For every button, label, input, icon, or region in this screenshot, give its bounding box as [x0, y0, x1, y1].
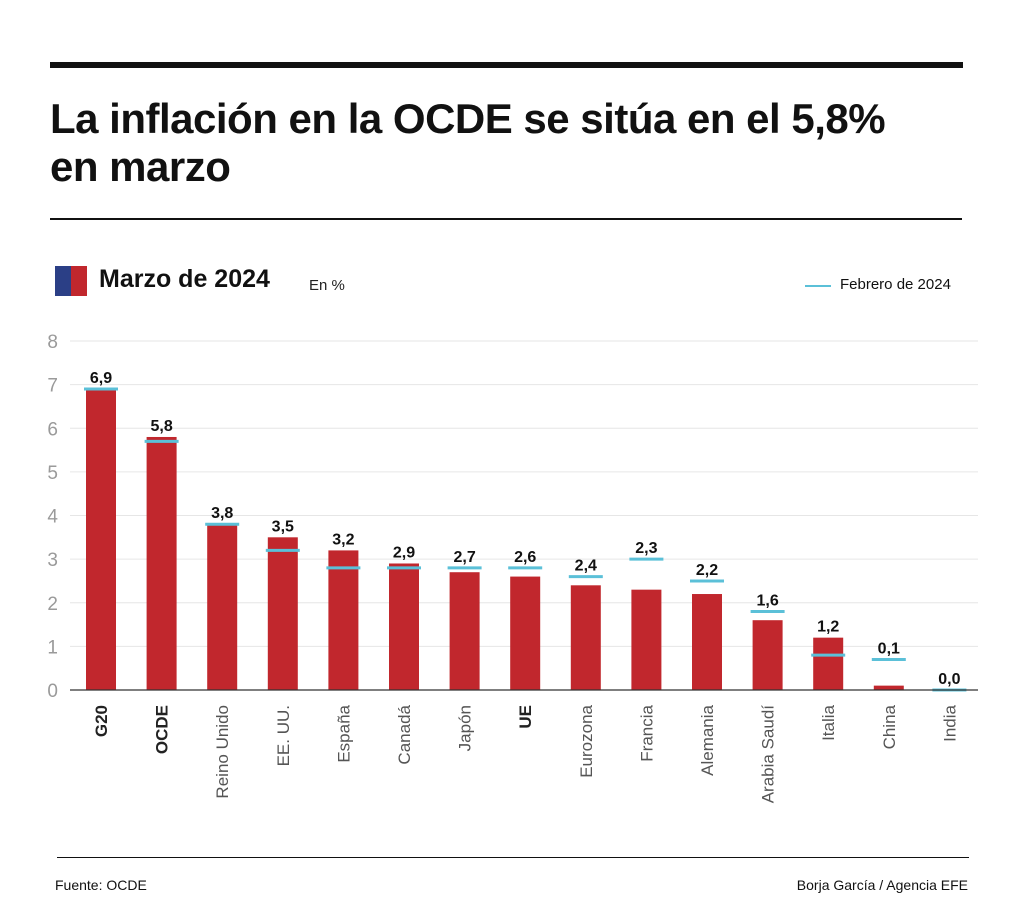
bar	[510, 576, 541, 690]
category-label: OCDE	[153, 705, 172, 754]
y-tick-label: 7	[47, 376, 58, 397]
category-label: Arabia Saudí	[759, 705, 778, 804]
bar	[389, 563, 419, 690]
bar	[207, 524, 238, 690]
bar	[267, 537, 298, 690]
bar	[570, 585, 601, 690]
legend-previous-label: Febrero de 2024	[840, 276, 951, 293]
bar	[631, 589, 662, 690]
data-label: 1,2	[817, 619, 839, 636]
bar	[813, 637, 844, 690]
series-label: Marzo de 2024	[99, 265, 270, 293]
bar	[146, 436, 177, 690]
title-rule	[50, 218, 962, 220]
bar-chart: 0 1 2 3 4 5 6 7 8 6,9 G20 5,8 OCDE 3,8 Reino Unido 3,5 E…	[47, 332, 978, 804]
data-label: 6,9	[90, 370, 112, 387]
bar	[752, 620, 783, 690]
bar	[873, 685, 904, 690]
y-tick-label: 4	[47, 507, 58, 528]
category-label: G20	[92, 705, 111, 737]
category-label: Eurozona	[577, 704, 596, 777]
category-label: Alemania	[698, 704, 717, 775]
y-tick-label: 2	[47, 594, 58, 615]
category-label: Japón	[456, 705, 475, 751]
data-label: 2,7	[453, 549, 475, 566]
legend-swatch	[55, 266, 87, 296]
source-note: Fuente: OCDE	[55, 877, 147, 893]
bar	[692, 594, 722, 690]
category-label: UE	[516, 705, 535, 729]
data-label: 3,2	[332, 531, 354, 548]
category-label: EE. UU.	[274, 705, 293, 766]
data-label: 0,0	[938, 671, 960, 688]
top-rule	[50, 62, 963, 68]
category-label: Francia	[637, 704, 656, 761]
category-label: Italia	[819, 704, 838, 740]
data-label: 5,8	[150, 418, 172, 435]
data-label: 2,9	[393, 544, 415, 561]
data-label: 2,3	[635, 540, 657, 557]
data-label: 3,8	[211, 505, 233, 522]
bar	[449, 572, 480, 690]
bar	[328, 550, 359, 690]
bottom-rule	[57, 857, 969, 858]
data-label: 3,5	[272, 518, 294, 535]
y-tick-label: 0	[47, 681, 58, 702]
category-label: Reino Unido	[213, 705, 232, 799]
unit-label: En %	[309, 277, 345, 294]
page-title: La inflación en la OCDE se sitúa en el 5…	[50, 95, 886, 190]
category-label: China	[880, 704, 899, 749]
category-label: Canadá	[395, 704, 414, 764]
bar	[86, 388, 116, 690]
legend-swatch-blue	[55, 266, 71, 296]
legend-swatch-red	[71, 266, 87, 296]
legend-previous-marker	[805, 285, 831, 287]
category-label: India	[940, 704, 959, 741]
y-tick-label: 6	[47, 419, 58, 440]
credit-note: Borja García / Agencia EFE	[796, 877, 968, 893]
y-tick-label: 5	[47, 463, 58, 484]
y-tick-label: 3	[47, 550, 58, 571]
data-label: 0,1	[878, 640, 900, 657]
data-label: 2,6	[514, 549, 536, 566]
data-label: 1,6	[756, 592, 778, 609]
y-tick-label: 1	[47, 637, 58, 658]
data-label: 2,4	[575, 558, 597, 575]
y-tick-label: 8	[47, 332, 58, 353]
category-label: España	[334, 704, 353, 762]
data-label: 2,2	[696, 562, 718, 579]
